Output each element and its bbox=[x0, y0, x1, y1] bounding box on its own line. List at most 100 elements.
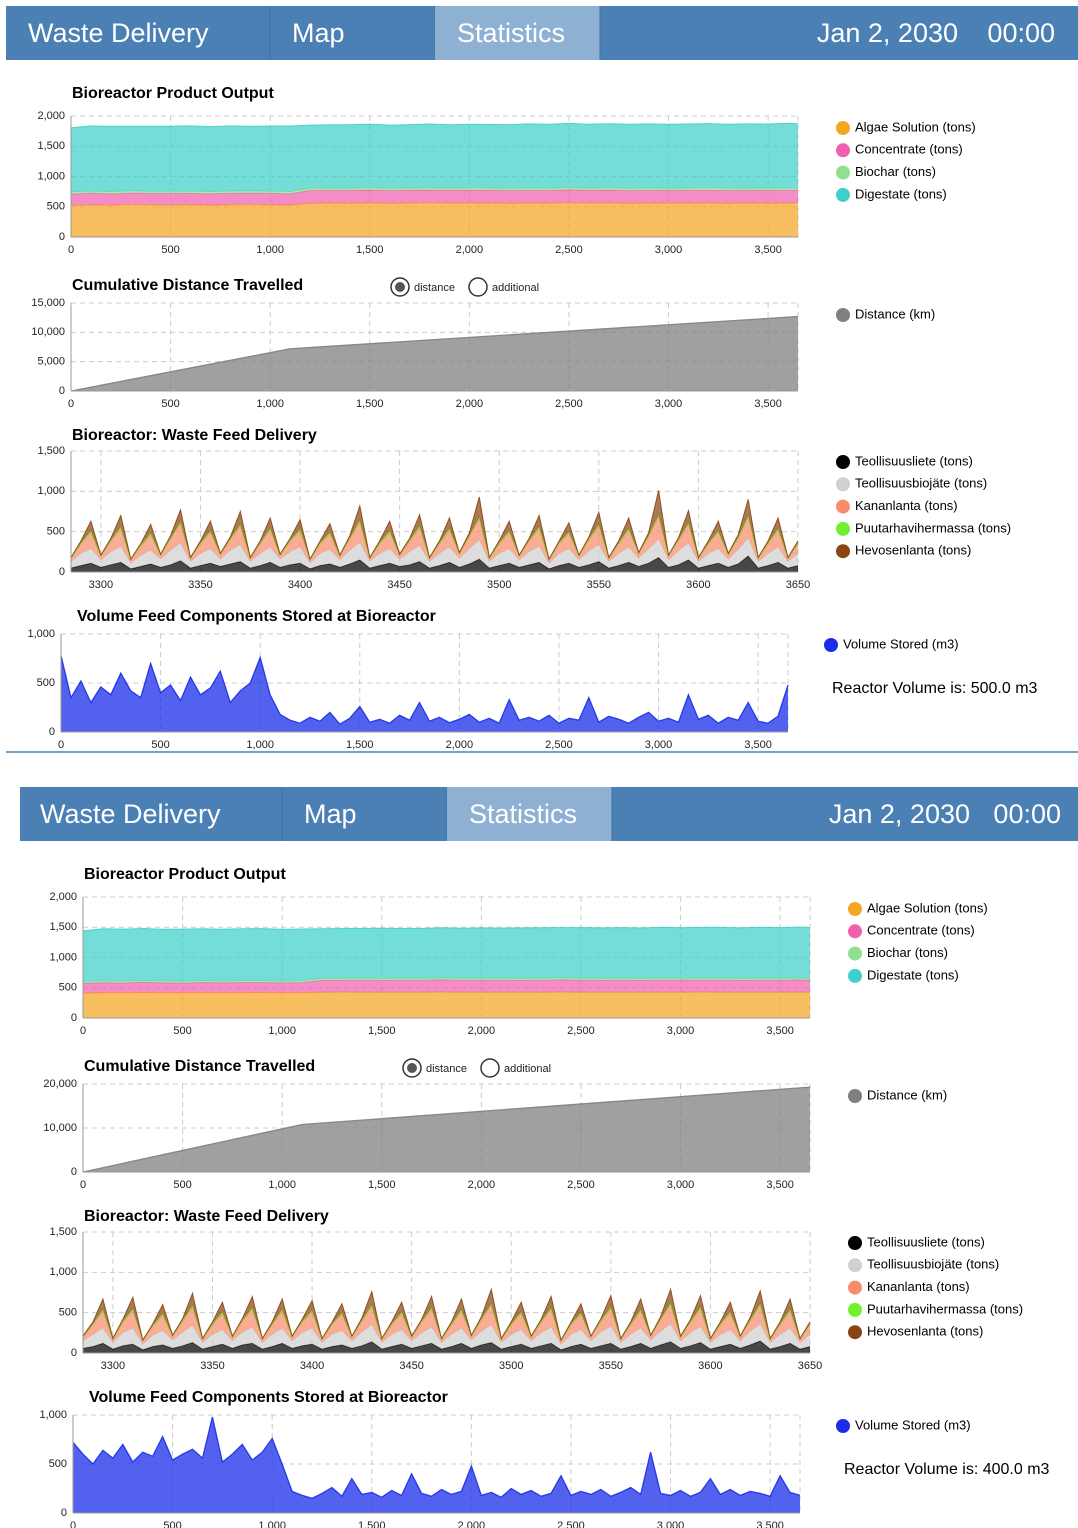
legend-label: Biochar (tons) bbox=[855, 164, 936, 179]
x-tick-label: 2,500 bbox=[555, 398, 583, 410]
x-tick-label: 500 bbox=[173, 1179, 191, 1191]
area-series bbox=[83, 1324, 810, 1350]
y-tick-label: 1,500 bbox=[37, 445, 65, 457]
y-tick-label: 0 bbox=[71, 1012, 77, 1024]
radio-label[interactable]: additional bbox=[492, 282, 539, 294]
x-tick-label: 3300 bbox=[101, 1360, 125, 1372]
area-series bbox=[83, 979, 810, 994]
x-tick-label: 3450 bbox=[399, 1360, 423, 1372]
date-label: Jan 2, 2030 bbox=[817, 18, 958, 48]
legend-swatch bbox=[836, 1419, 850, 1433]
nav-tab[interactable]: Map bbox=[292, 18, 345, 48]
x-tick-label: 3350 bbox=[188, 579, 212, 591]
y-tick-label: 0 bbox=[59, 566, 65, 578]
y-tick-label: 500 bbox=[47, 526, 65, 538]
legend-label: Kananlanta (tons) bbox=[867, 1279, 970, 1294]
x-tick-label: 500 bbox=[161, 244, 179, 256]
chart-title: Bioreactor Product Output bbox=[84, 866, 286, 883]
radio-button[interactable] bbox=[480, 1058, 500, 1078]
area-series bbox=[83, 927, 810, 982]
x-tick-label: 1,000 bbox=[246, 739, 274, 751]
legend-label: Teollisuusbiojäte (tons) bbox=[867, 1257, 999, 1272]
x-tick-label: 2,000 bbox=[468, 1179, 496, 1191]
x-tick-label: 3400 bbox=[300, 1360, 324, 1372]
chart-title: Volume Feed Components Stored at Bioreac… bbox=[77, 608, 436, 625]
x-tick-label: 3400 bbox=[288, 579, 312, 591]
x-tick-label: 3,500 bbox=[754, 244, 782, 256]
area-series bbox=[71, 555, 798, 572]
radio-label[interactable]: distance bbox=[414, 282, 455, 294]
x-tick-label: 2,500 bbox=[557, 1520, 585, 1528]
area-series bbox=[71, 316, 798, 391]
series-line bbox=[70, 122, 799, 129]
x-tick-label: 0 bbox=[70, 1520, 76, 1528]
reactor-volume: Reactor Volume is: 500.0 m3 bbox=[832, 680, 1038, 697]
area-series bbox=[71, 538, 798, 569]
area-series bbox=[83, 1340, 810, 1353]
legend-swatch bbox=[848, 1236, 862, 1250]
x-tick-label: 3450 bbox=[387, 579, 411, 591]
y-tick-label: 500 bbox=[49, 1458, 67, 1470]
x-tick-label: 1,000 bbox=[268, 1025, 296, 1037]
area-series bbox=[83, 1304, 810, 1345]
date-label: Jan 2, 2030 bbox=[829, 799, 970, 829]
nav-bar: Waste Delivery Map Statistics Jan 2, 2030 00… bbox=[6, 6, 1078, 60]
legend-label: Algae Solution (tons) bbox=[855, 119, 976, 134]
time-label: 00:00 bbox=[987, 18, 1055, 48]
radio-label[interactable]: additional bbox=[504, 1063, 551, 1075]
y-tick-label: 1,000 bbox=[39, 1409, 67, 1421]
x-tick-label: 0 bbox=[80, 1025, 86, 1037]
chart-title: Bioreactor: Waste Feed Delivery bbox=[72, 427, 317, 444]
x-tick-label: 1,500 bbox=[368, 1025, 396, 1037]
x-tick-label: 3650 bbox=[786, 579, 810, 591]
legend-label: Teollisuusbiojäte (tons) bbox=[855, 476, 987, 491]
radio-dot bbox=[395, 282, 405, 292]
legend-label: Volume Stored (m3) bbox=[855, 1417, 971, 1432]
y-tick-label: 1,000 bbox=[49, 1266, 77, 1278]
x-tick-label: 500 bbox=[161, 398, 179, 410]
legend-label: Puutarhavihermassa (tons) bbox=[867, 1301, 1023, 1316]
nav-tab[interactable]: Waste Delivery bbox=[28, 18, 209, 48]
x-tick-label: 2,000 bbox=[468, 1025, 496, 1037]
legend-label: Concentrate (tons) bbox=[855, 142, 963, 157]
legend-swatch bbox=[848, 968, 862, 983]
legend-swatch bbox=[848, 1302, 862, 1317]
x-tick-label: 3300 bbox=[89, 579, 113, 591]
y-tick-label: 500 bbox=[59, 982, 77, 994]
x-tick-label: 3,500 bbox=[754, 398, 782, 410]
legend-swatch bbox=[848, 924, 862, 939]
legend-label: Digestate (tons) bbox=[855, 186, 947, 201]
radio-label[interactable]: distance bbox=[426, 1063, 467, 1075]
legend-label: Concentrate (tons) bbox=[867, 923, 975, 938]
legend-label: Teollisuusliete (tons) bbox=[855, 453, 973, 468]
x-tick-label: 2,500 bbox=[567, 1179, 595, 1191]
x-tick-label: 1,500 bbox=[358, 1520, 386, 1528]
x-tick-label: 3500 bbox=[499, 1360, 523, 1372]
y-tick-label: 0 bbox=[61, 1507, 67, 1519]
active-tab-background bbox=[447, 787, 612, 841]
legend-swatch bbox=[824, 638, 838, 652]
series-line bbox=[82, 926, 811, 932]
time-label: 00:00 bbox=[993, 799, 1061, 829]
y-tick-label: 500 bbox=[37, 677, 55, 689]
nav-tab[interactable]: Statistics bbox=[469, 799, 577, 829]
chart-title: Bioreactor: Waste Feed Delivery bbox=[84, 1208, 329, 1225]
x-tick-label: 0 bbox=[68, 398, 74, 410]
x-tick-label: 2,000 bbox=[446, 739, 474, 751]
x-tick-label: 3600 bbox=[686, 579, 710, 591]
x-tick-label: 3350 bbox=[200, 1360, 224, 1372]
legend-swatch bbox=[836, 187, 850, 202]
radio-button[interactable] bbox=[468, 277, 488, 297]
x-tick-label: 1,500 bbox=[346, 739, 374, 751]
y-tick-label: 500 bbox=[59, 1307, 77, 1319]
legend-swatch bbox=[836, 308, 850, 322]
area-series bbox=[73, 1417, 800, 1513]
x-tick-label: 3650 bbox=[798, 1360, 822, 1372]
y-tick-label: 1,000 bbox=[27, 628, 55, 640]
nav-tab[interactable]: Waste Delivery bbox=[40, 799, 221, 829]
chart-title: Cumulative Distance Travelled bbox=[72, 277, 303, 294]
nav-tab[interactable]: Statistics bbox=[457, 18, 565, 48]
x-tick-label: 3,000 bbox=[657, 1520, 685, 1528]
nav-tab[interactable]: Map bbox=[304, 799, 357, 829]
y-tick-label: 0 bbox=[49, 726, 55, 738]
